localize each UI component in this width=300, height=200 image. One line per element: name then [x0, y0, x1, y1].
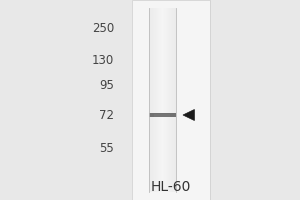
Bar: [148, 8, 149, 192]
Bar: [162, 8, 163, 192]
Bar: [210, 0, 300, 200]
Bar: [154, 114, 170, 117]
Bar: [155, 8, 156, 192]
Bar: [152, 8, 153, 192]
Text: 95: 95: [99, 79, 114, 92]
Bar: [167, 8, 168, 192]
Bar: [165, 8, 166, 192]
Text: 250: 250: [92, 21, 114, 34]
Bar: [168, 8, 169, 192]
Bar: [132, 0, 210, 200]
Bar: [0, 0, 132, 200]
Bar: [174, 8, 175, 192]
Text: HL-60: HL-60: [151, 180, 191, 194]
Bar: [164, 8, 165, 192]
Bar: [169, 8, 170, 192]
Bar: [153, 8, 154, 192]
Bar: [175, 8, 176, 192]
Bar: [172, 8, 173, 192]
Bar: [149, 8, 150, 192]
Bar: [173, 8, 174, 192]
Bar: [132, 0, 210, 200]
Polygon shape: [183, 109, 194, 120]
Bar: [150, 8, 151, 192]
Text: 72: 72: [99, 109, 114, 122]
Bar: [159, 8, 160, 192]
Bar: [158, 8, 159, 192]
Bar: [161, 8, 162, 192]
Bar: [148, 113, 176, 117]
Bar: [163, 8, 164, 192]
Bar: [151, 8, 152, 192]
Bar: [154, 8, 155, 192]
Text: 130: 130: [92, 53, 114, 66]
Bar: [160, 8, 161, 192]
Bar: [166, 8, 167, 192]
Bar: [156, 8, 157, 192]
Bar: [171, 8, 172, 192]
Bar: [170, 8, 171, 192]
Text: 55: 55: [99, 142, 114, 154]
Bar: [157, 8, 158, 192]
